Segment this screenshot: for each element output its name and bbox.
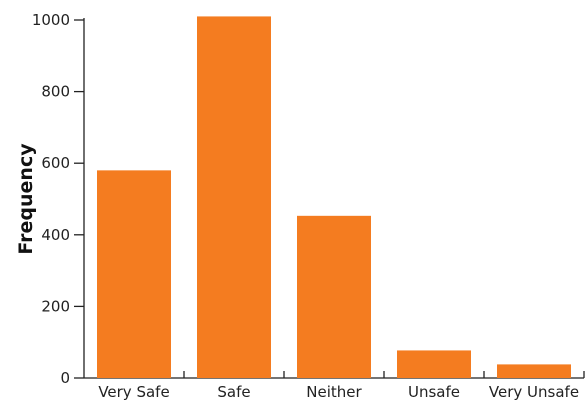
bars (97, 16, 571, 378)
x-axis: Very Safe Safe Neither Unsafe Very Unsafe (84, 371, 585, 401)
y-tick-label: 600 (41, 154, 70, 172)
y-axis-title: Frequency (15, 143, 37, 255)
bar (197, 16, 271, 378)
bar (297, 215, 371, 378)
x-tick-label: Safe (217, 383, 250, 401)
bar (497, 364, 571, 378)
y-tick-label: 400 (41, 226, 70, 244)
bar (397, 350, 471, 378)
x-tick-label: Very Safe (98, 383, 169, 401)
x-tick-label: Neither (306, 383, 362, 401)
y-tick-label: 1000 (32, 11, 70, 29)
x-tick-label: Unsafe (408, 383, 460, 401)
y-tick-label: 200 (41, 297, 70, 315)
y-tick-label: 800 (41, 83, 70, 101)
x-tick-label: Very Unsafe (489, 383, 579, 401)
y-axis: 0 200 400 600 800 1000 (32, 11, 85, 387)
y-tick-label: 0 (60, 369, 70, 387)
bar (97, 170, 171, 378)
